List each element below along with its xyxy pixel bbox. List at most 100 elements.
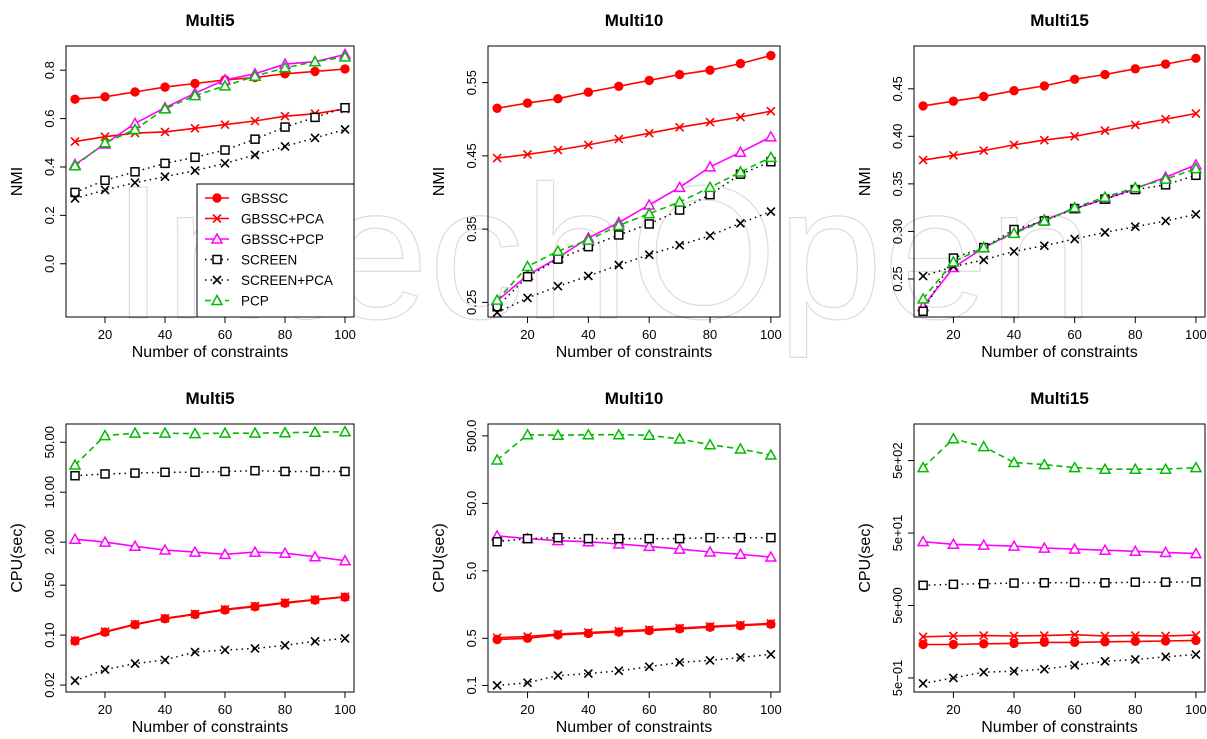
data-point <box>1100 578 1110 588</box>
y-tick-label: 5e+01 <box>890 515 905 552</box>
y-tick-label: 2.00 <box>42 529 57 554</box>
y-tick-label: 0.10 <box>42 622 57 647</box>
y-tick-label: 500.0 <box>464 420 479 453</box>
data-point <box>614 260 624 270</box>
data-point <box>1069 577 1080 588</box>
data-point <box>220 120 230 130</box>
data-point <box>1009 140 1019 150</box>
x-tick-label: 100 <box>1185 702 1207 717</box>
data-point <box>614 230 624 240</box>
x-axis: 20 40 60 80 100 <box>98 692 356 717</box>
data-point <box>130 178 140 188</box>
data-point <box>553 671 563 681</box>
data-point <box>190 152 200 163</box>
data-point <box>766 649 776 659</box>
data-point <box>130 468 140 478</box>
data-point <box>979 146 989 156</box>
data-point <box>160 172 170 182</box>
data-point <box>735 58 746 69</box>
data-point <box>948 631 958 641</box>
data-point <box>705 231 715 241</box>
data-point <box>614 626 624 636</box>
data-point <box>190 123 200 133</box>
series-pcp <box>490 150 778 305</box>
data-point <box>98 535 112 547</box>
legend: GBSSC GBSSC+PCA GBSSC+PCP SCREEN SCREEN+PCA P… <box>196 183 355 318</box>
data-point <box>248 545 262 557</box>
data-point <box>1130 120 1140 130</box>
data-point <box>1161 114 1171 124</box>
y-axis: 0.25 0.30 0.35 0.40 0.45 <box>890 76 914 292</box>
data-point <box>340 124 350 135</box>
data-point <box>220 158 230 168</box>
data-point <box>644 662 654 672</box>
data-point <box>490 453 504 465</box>
data-point <box>734 442 747 454</box>
x-tick-label: 60 <box>642 702 656 717</box>
series-line <box>74 128 346 200</box>
series-screen-plus-pca <box>492 649 776 691</box>
data-point <box>583 271 593 281</box>
data-point <box>916 292 930 304</box>
data-point <box>100 175 110 186</box>
data-point <box>1161 652 1171 662</box>
y-tick-label: 10.00 <box>42 476 57 509</box>
data-point <box>1159 462 1172 474</box>
data-point <box>1100 69 1110 80</box>
data-point <box>1009 666 1019 676</box>
data-point <box>98 136 112 148</box>
series-line <box>497 535 771 558</box>
y-tick-label: 0.55 <box>464 70 479 95</box>
y-tick-label: 5e−01 <box>890 660 905 697</box>
series-line <box>74 596 346 642</box>
data-point <box>521 428 534 440</box>
data-point <box>340 633 350 643</box>
data-point <box>614 134 624 144</box>
data-point <box>674 533 685 544</box>
data-point <box>1068 542 1081 554</box>
x-tick-label: 20 <box>520 327 534 342</box>
data-point <box>250 465 260 476</box>
series-line <box>74 56 346 167</box>
y-tick-label: 0.4 <box>42 158 57 176</box>
data-point <box>1191 53 1201 64</box>
data-point <box>100 92 110 102</box>
y-tick-label: 0.50 <box>42 573 57 598</box>
data-point <box>1130 577 1141 587</box>
plot-frame <box>487 423 781 693</box>
data-point <box>1069 637 1080 648</box>
data-point <box>160 82 170 92</box>
data-point <box>130 658 140 669</box>
data-point <box>1009 246 1019 256</box>
data-point <box>310 66 320 77</box>
data-point <box>1191 108 1201 119</box>
data-point <box>280 141 290 151</box>
chart-panel-3: Multi15 20 40 60 80 100 Number of constraints 0… <box>857 11 1207 361</box>
data-point <box>582 428 595 440</box>
data-point <box>1159 172 1172 184</box>
data-point <box>1069 74 1080 84</box>
data-point <box>1070 660 1080 670</box>
legend-box <box>196 183 355 318</box>
y-axis-label: NMI <box>857 167 874 196</box>
data-point <box>583 140 593 150</box>
data-point <box>218 547 232 560</box>
data-point <box>734 547 747 560</box>
data-point <box>735 112 746 122</box>
data-point <box>1039 578 1050 588</box>
data-point <box>674 69 685 80</box>
series-screen-plus-pca <box>70 124 350 204</box>
data-point <box>642 539 656 552</box>
data-point <box>1191 630 1201 640</box>
data-point <box>766 618 776 629</box>
data-point <box>1191 209 1201 219</box>
data-point <box>188 89 202 101</box>
series-line <box>74 637 346 682</box>
y-tick-label: 5.0 <box>464 562 479 580</box>
series-line <box>74 595 346 642</box>
x-tick-label: 100 <box>1185 327 1207 342</box>
x-tick-label: 40 <box>581 327 595 342</box>
data-point <box>1070 630 1080 640</box>
series-line <box>497 110 772 159</box>
data-point <box>918 678 928 689</box>
